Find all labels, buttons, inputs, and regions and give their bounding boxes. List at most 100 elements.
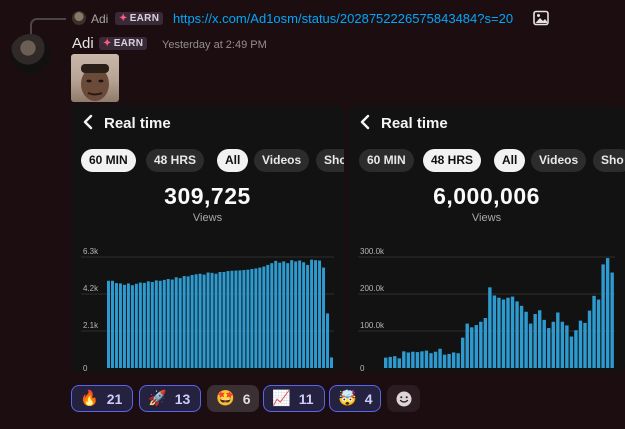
bar xyxy=(238,270,242,368)
reaction-count: 4 xyxy=(364,390,373,407)
bar xyxy=(605,258,610,368)
bar xyxy=(134,283,138,368)
reply-link[interactable]: https://x.com/Ad1osm/status/202875222657… xyxy=(173,11,514,26)
filter-videos[interactable]: Videos xyxy=(254,149,310,172)
bar xyxy=(262,266,266,368)
bar xyxy=(158,280,162,368)
bar xyxy=(150,282,154,368)
reaction-chart-increasing[interactable]: 📈 11 xyxy=(263,385,325,412)
bar xyxy=(326,313,330,368)
tab-60-min[interactable]: 60 MIN xyxy=(81,149,136,172)
bar xyxy=(274,260,278,368)
reply-author[interactable]: Adi xyxy=(91,12,109,26)
exploding-head-icon: 🤯 xyxy=(338,390,357,407)
bar xyxy=(234,270,238,368)
bar xyxy=(170,279,174,368)
bar xyxy=(538,310,542,368)
bar xyxy=(298,260,302,368)
badge-label: EARN xyxy=(113,38,144,49)
bar xyxy=(415,352,420,368)
add-reaction-button[interactable] xyxy=(387,385,420,412)
filter-all[interactable]: All xyxy=(217,149,249,172)
views-label: Views xyxy=(192,212,223,224)
bar xyxy=(583,322,587,368)
tab-48-hrs[interactable]: 48 HRS xyxy=(146,149,205,172)
bar xyxy=(506,297,510,368)
bar xyxy=(610,272,614,368)
bar xyxy=(465,323,469,368)
bar xyxy=(254,268,258,368)
filter-shorts[interactable]: Sho xyxy=(593,149,625,172)
bar xyxy=(302,262,306,368)
y-tick-label: 100.0k xyxy=(360,321,385,330)
reply-avatar[interactable] xyxy=(72,11,86,25)
bar xyxy=(492,295,497,368)
bar xyxy=(242,270,246,368)
y-tick-label: 4.2k xyxy=(83,284,99,293)
bar xyxy=(451,352,456,368)
reaction-fire[interactable]: 🔥 21 xyxy=(71,385,133,412)
y-tick-label: 200.0k xyxy=(360,284,385,293)
filter-videos[interactable]: Videos xyxy=(531,149,587,172)
y-tick-label: 6.3k xyxy=(83,247,99,256)
bar xyxy=(130,285,134,368)
bar xyxy=(560,321,565,368)
fire-icon: 🔥 xyxy=(80,390,99,407)
sparkle-icon: ✦ xyxy=(103,38,112,49)
bar xyxy=(210,272,214,368)
bar-chart: 6.3k 4.2k 2.1k 0 xyxy=(81,247,334,372)
bar xyxy=(551,321,555,368)
attached-photo[interactable] xyxy=(71,54,119,102)
bar xyxy=(214,273,218,368)
bar xyxy=(246,269,250,368)
bar xyxy=(206,272,210,368)
bar xyxy=(166,279,170,368)
bar xyxy=(397,358,401,368)
analytics-panel-60min: Real time 60 MIN 48 HRS All Videos Sho 3… xyxy=(71,105,344,372)
bar xyxy=(290,260,294,368)
bar xyxy=(230,270,234,368)
bar xyxy=(461,337,465,368)
tab-60-min[interactable]: 60 MIN xyxy=(359,149,414,172)
back-arrow-icon[interactable] xyxy=(81,114,95,130)
bar xyxy=(497,297,501,368)
bar xyxy=(162,279,166,368)
bar xyxy=(488,287,492,368)
bar xyxy=(474,325,478,368)
reply-badge-label: EARN xyxy=(129,13,160,24)
bar xyxy=(282,261,286,368)
bar xyxy=(174,277,178,368)
bar xyxy=(107,280,110,368)
bar xyxy=(126,283,130,368)
reaction-rocket[interactable]: 🚀 13 xyxy=(139,385,201,412)
reaction-heart-eyes[interactable]: 🤩 6 xyxy=(207,385,259,412)
bar xyxy=(587,310,592,368)
bar xyxy=(154,280,158,368)
bar xyxy=(574,330,578,368)
reaction-count: 6 xyxy=(242,390,251,407)
bar xyxy=(110,280,114,368)
panel-title: Real time xyxy=(381,115,448,132)
username[interactable]: Adi xyxy=(72,35,94,52)
bar xyxy=(565,325,569,368)
tab-48-hrs[interactable]: 48 HRS xyxy=(423,149,482,172)
avatar[interactable] xyxy=(10,34,50,74)
y-tick-label: 300.0k xyxy=(360,247,385,256)
reaction-count: 21 xyxy=(106,390,123,407)
bar xyxy=(190,274,194,368)
bar xyxy=(250,268,254,368)
bar xyxy=(314,260,318,368)
bar xyxy=(542,319,546,368)
bar xyxy=(528,323,533,368)
image-icon[interactable] xyxy=(533,10,549,26)
back-arrow-icon[interactable] xyxy=(358,114,372,130)
bar xyxy=(330,357,334,368)
bar xyxy=(186,276,190,368)
filter-shorts[interactable]: Sho xyxy=(316,149,344,172)
reaction-exploding-head[interactable]: 🤯 4 xyxy=(329,385,381,412)
bar xyxy=(286,263,290,368)
panel-title: Real time xyxy=(104,115,171,132)
filter-all[interactable]: All xyxy=(494,149,526,172)
bar xyxy=(402,351,406,368)
bar xyxy=(270,263,274,368)
